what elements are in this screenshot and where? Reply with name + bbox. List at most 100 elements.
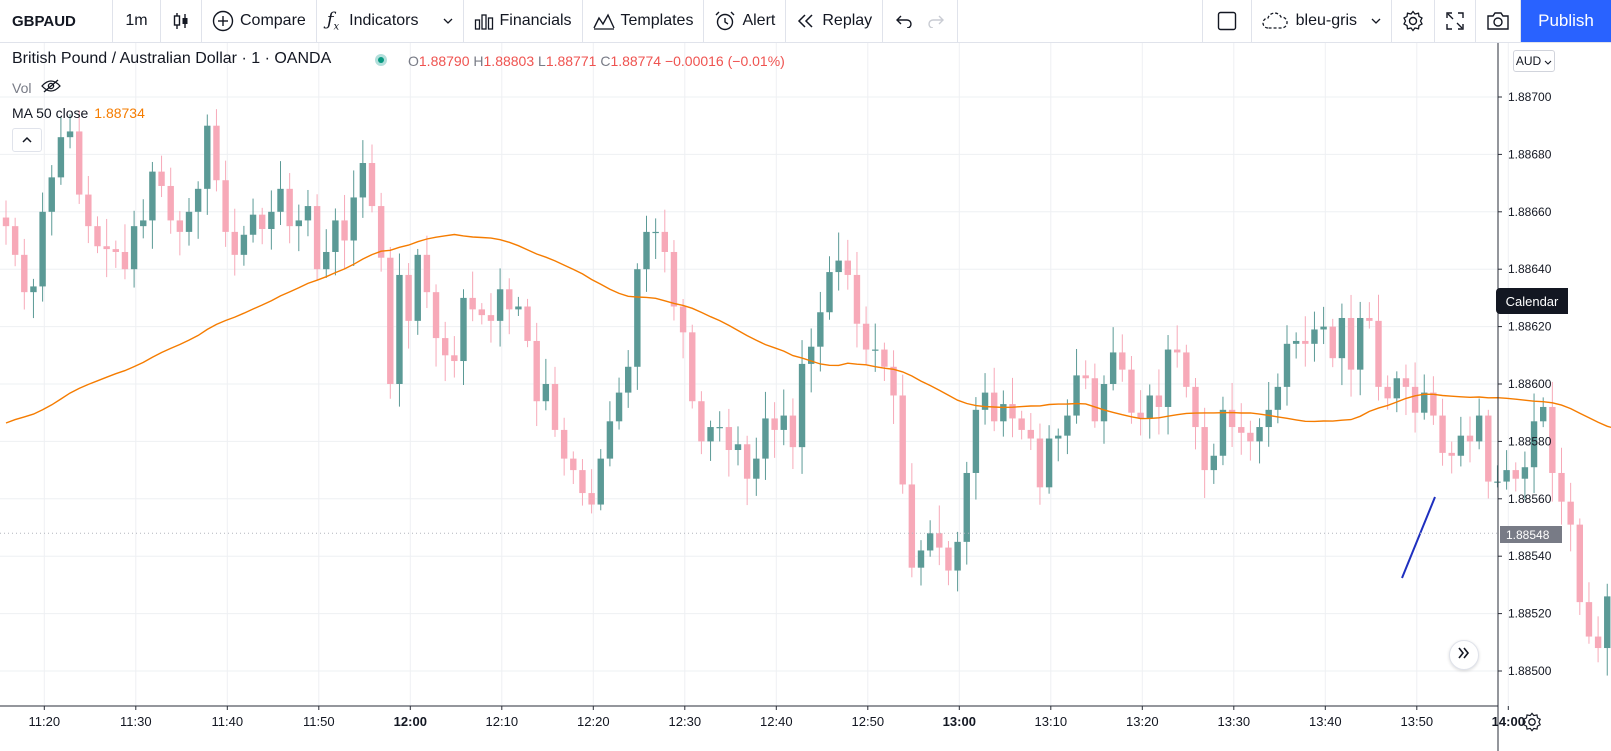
candle-body bbox=[698, 401, 705, 442]
chart-type-button[interactable] bbox=[161, 0, 202, 42]
candle bbox=[304, 189, 312, 237]
candle bbox=[204, 114, 211, 215]
candle-body bbox=[377, 206, 385, 258]
volume-legend[interactable]: Vol bbox=[12, 79, 62, 96]
double-chevron-right-icon bbox=[1457, 646, 1471, 664]
candle-body bbox=[1192, 386, 1199, 428]
templates-button[interactable]: Templates bbox=[583, 0, 705, 42]
publish-button[interactable]: Publish bbox=[1521, 0, 1611, 42]
candle-body bbox=[643, 231, 650, 270]
price-chart[interactable]: 1.88700 1.88680 1.88660 1.88640 1.88620 1.886… bbox=[0, 43, 1611, 751]
rectangle-icon bbox=[1217, 11, 1237, 31]
candle-body bbox=[1292, 340, 1300, 344]
candle bbox=[1329, 318, 1336, 368]
legend-collapse-button[interactable] bbox=[12, 128, 42, 152]
candle bbox=[643, 215, 650, 292]
candle bbox=[917, 540, 925, 586]
compare-button[interactable]: Compare bbox=[202, 0, 317, 42]
candle-body bbox=[1119, 352, 1126, 370]
candle-body bbox=[1485, 415, 1492, 482]
candle bbox=[652, 218, 659, 259]
candle bbox=[506, 278, 513, 335]
templates-label: Templates bbox=[620, 12, 694, 29]
eye-off-icon[interactable] bbox=[41, 79, 62, 96]
scale-settings-button[interactable] bbox=[1522, 712, 1542, 737]
candle bbox=[295, 204, 302, 252]
symbol-description[interactable]: British Pound / Australian Dollar · 1 · … bbox=[12, 50, 332, 67]
candle bbox=[1210, 443, 1217, 484]
cloud-icon bbox=[1262, 12, 1288, 30]
candle bbox=[762, 391, 769, 480]
candle bbox=[478, 303, 485, 325]
candle-body bbox=[323, 251, 330, 270]
scroll-to-realtime-button[interactable] bbox=[1449, 640, 1479, 670]
x-tick-label: 14:00 bbox=[1492, 714, 1525, 729]
calendar-button[interactable]: Calendar bbox=[1496, 288, 1568, 314]
select-rectangle-button[interactable] bbox=[1203, 0, 1252, 42]
y-tick-label: 1.88700 bbox=[1508, 90, 1552, 104]
candle-body bbox=[560, 429, 568, 459]
fullscreen-button[interactable] bbox=[1435, 0, 1475, 42]
candle-body bbox=[259, 214, 266, 230]
candle-body bbox=[1073, 375, 1080, 416]
candle bbox=[377, 192, 385, 272]
candle bbox=[1302, 316, 1309, 367]
high-value: 1.88803 bbox=[483, 53, 535, 69]
candle-body bbox=[1466, 435, 1474, 442]
candle bbox=[789, 398, 797, 470]
replay-button[interactable]: Replay bbox=[786, 0, 884, 42]
candle-body bbox=[85, 194, 92, 227]
candle-body bbox=[268, 211, 275, 230]
interval-button[interactable]: 1m bbox=[113, 0, 161, 42]
candle-body bbox=[240, 234, 248, 255]
candle bbox=[890, 350, 897, 424]
x-tick-label: 13:10 bbox=[1035, 714, 1068, 729]
candle-body bbox=[405, 274, 412, 321]
candle bbox=[11, 217, 19, 267]
settings-button[interactable] bbox=[1392, 0, 1435, 42]
candle bbox=[835, 232, 842, 291]
candle-body bbox=[1329, 326, 1336, 359]
symbol-search-button[interactable]: GBPAUD bbox=[0, 0, 113, 42]
candle bbox=[1357, 301, 1364, 396]
candle bbox=[112, 240, 119, 268]
candle-body bbox=[725, 427, 733, 451]
x-tick-label: 12:50 bbox=[852, 714, 885, 729]
redo-icon[interactable] bbox=[927, 14, 945, 28]
candle-body bbox=[1109, 352, 1117, 384]
candle-body bbox=[1100, 384, 1108, 422]
y-tick-label: 1.88660 bbox=[1508, 205, 1552, 219]
ma-value: 1.88734 bbox=[94, 105, 145, 121]
candle bbox=[469, 271, 476, 322]
candle-body bbox=[734, 444, 742, 451]
candle-body bbox=[1375, 320, 1382, 387]
candle-body bbox=[1146, 395, 1153, 419]
snapshot-button[interactable] bbox=[1475, 0, 1521, 42]
chevron-up-icon bbox=[21, 131, 33, 149]
change-value: −0.00016 (−0.01%) bbox=[664, 53, 785, 69]
candle bbox=[176, 211, 184, 256]
alert-button[interactable]: Alert bbox=[704, 0, 787, 42]
ma-legend[interactable]: MA 50 close 1.88734 bbox=[12, 105, 145, 121]
rewind-icon bbox=[796, 13, 816, 29]
undo-icon[interactable] bbox=[895, 14, 913, 28]
candle bbox=[679, 298, 687, 359]
indicators-button[interactable]: ƒx Indicators bbox=[317, 0, 464, 42]
candle-body bbox=[798, 363, 806, 448]
financials-button[interactable]: Financials bbox=[464, 0, 583, 42]
candle bbox=[1292, 332, 1300, 359]
candle bbox=[588, 469, 595, 514]
candle-body bbox=[1357, 317, 1364, 370]
chevron-down-icon bbox=[1371, 18, 1381, 24]
candle-body bbox=[442, 338, 449, 356]
candle bbox=[753, 437, 760, 496]
candle-body bbox=[1338, 317, 1346, 359]
candle bbox=[853, 251, 861, 348]
currency-button[interactable]: AUD bbox=[1513, 50, 1555, 72]
candle-body bbox=[286, 188, 293, 227]
candle bbox=[213, 109, 220, 192]
candle bbox=[286, 173, 293, 244]
layout-name: bleu-gris bbox=[1295, 12, 1357, 29]
candle bbox=[698, 391, 705, 455]
layout-button[interactable]: bleu-gris bbox=[1252, 0, 1392, 42]
